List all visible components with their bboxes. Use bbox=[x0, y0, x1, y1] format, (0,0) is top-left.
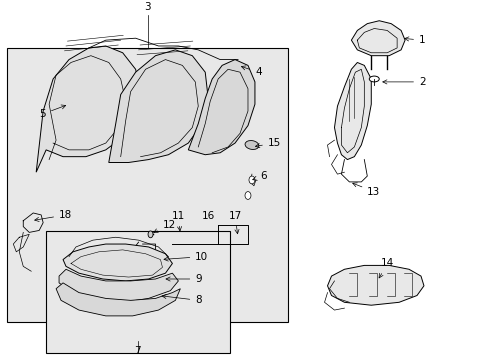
Polygon shape bbox=[36, 46, 141, 172]
Text: 17: 17 bbox=[228, 211, 241, 234]
Polygon shape bbox=[59, 269, 178, 302]
FancyBboxPatch shape bbox=[7, 48, 287, 322]
Text: 18: 18 bbox=[35, 210, 72, 221]
Text: 6: 6 bbox=[252, 171, 266, 181]
Text: 9: 9 bbox=[166, 274, 202, 284]
Text: 8: 8 bbox=[162, 294, 202, 305]
Ellipse shape bbox=[244, 140, 258, 149]
Polygon shape bbox=[334, 63, 370, 159]
Ellipse shape bbox=[244, 192, 250, 199]
Text: 7: 7 bbox=[134, 346, 141, 356]
Text: 1: 1 bbox=[404, 35, 425, 45]
Text: 14: 14 bbox=[378, 258, 394, 278]
Text: 15: 15 bbox=[255, 138, 281, 148]
Ellipse shape bbox=[148, 231, 153, 238]
Polygon shape bbox=[351, 21, 404, 56]
Text: 2: 2 bbox=[382, 77, 425, 87]
FancyBboxPatch shape bbox=[46, 231, 230, 353]
Text: 10: 10 bbox=[163, 252, 208, 262]
Ellipse shape bbox=[368, 76, 379, 82]
Text: 13: 13 bbox=[352, 183, 380, 197]
Text: 11: 11 bbox=[171, 211, 184, 231]
Text: 16: 16 bbox=[202, 211, 215, 221]
Polygon shape bbox=[108, 50, 208, 162]
Polygon shape bbox=[56, 283, 180, 316]
Text: 12: 12 bbox=[153, 220, 175, 233]
Polygon shape bbox=[188, 59, 254, 155]
Polygon shape bbox=[327, 265, 423, 305]
Text: 3: 3 bbox=[144, 2, 151, 12]
Text: 4: 4 bbox=[241, 66, 261, 77]
Text: 5: 5 bbox=[40, 105, 65, 119]
Polygon shape bbox=[63, 244, 172, 281]
Ellipse shape bbox=[248, 176, 254, 184]
